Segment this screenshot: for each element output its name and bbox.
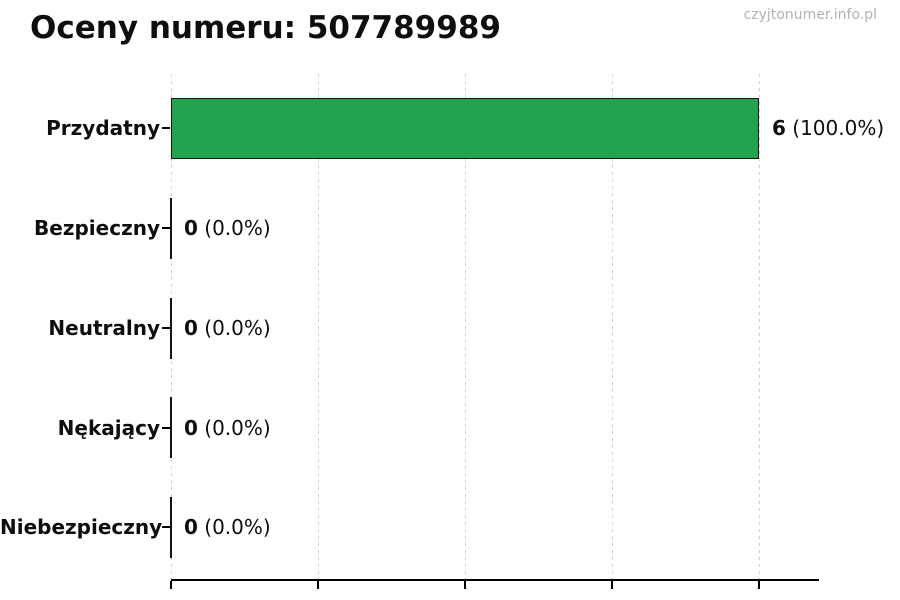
value-count: 0	[184, 216, 198, 240]
value-count: 0	[184, 316, 198, 340]
y-axis-tick	[162, 327, 170, 329]
zero-value-bar	[170, 496, 172, 558]
value-percent: (0.0%)	[197, 316, 271, 340]
gridline	[465, 74, 466, 579]
value-percent: (100.0%)	[785, 116, 885, 140]
value-label: 0 (0.0%)	[184, 316, 271, 340]
x-axis-tick	[611, 581, 613, 589]
value-label: 0 (0.0%)	[184, 216, 271, 240]
zero-value-bar	[170, 197, 172, 259]
category-label: Przydatny	[46, 116, 160, 140]
zero-value-bar	[170, 397, 172, 458]
x-axis-tick	[758, 581, 760, 589]
category-label: Nękający	[57, 415, 160, 440]
y-axis-tick	[162, 127, 170, 129]
x-axis-tick	[170, 581, 172, 589]
value-count: 0	[184, 515, 198, 539]
x-axis	[171, 579, 819, 581]
y-axis-tick	[162, 426, 170, 429]
watermark: czyjtonumer.info.pl	[743, 7, 877, 23]
value-count: 0	[184, 415, 198, 440]
gridline	[759, 74, 760, 579]
category-label: Neutralny	[48, 316, 160, 340]
x-axis-tick	[317, 581, 319, 589]
value-percent: (0.0%)	[197, 415, 271, 440]
gridline	[318, 74, 319, 579]
x-axis-tick	[464, 581, 466, 589]
category-label: Niebezpieczny	[0, 515, 163, 539]
page-title: Oceny numeru: 507789989	[30, 10, 501, 46]
value-percent: (0.0%)	[197, 515, 271, 539]
zero-value-bar	[170, 297, 172, 359]
value-count: 6	[772, 116, 786, 140]
value-percent: (0.0%)	[197, 216, 271, 240]
y-axis-tick	[162, 526, 170, 528]
value-label: 0 (0.0%)	[184, 515, 271, 539]
y-axis-tick	[162, 227, 170, 229]
gridline	[612, 74, 613, 579]
category-label: Bezpieczny	[34, 216, 160, 240]
value-label: 6 (100.0%)	[772, 116, 884, 140]
value-label: 0 (0.0%)	[184, 416, 271, 440]
bar	[171, 97, 759, 159]
